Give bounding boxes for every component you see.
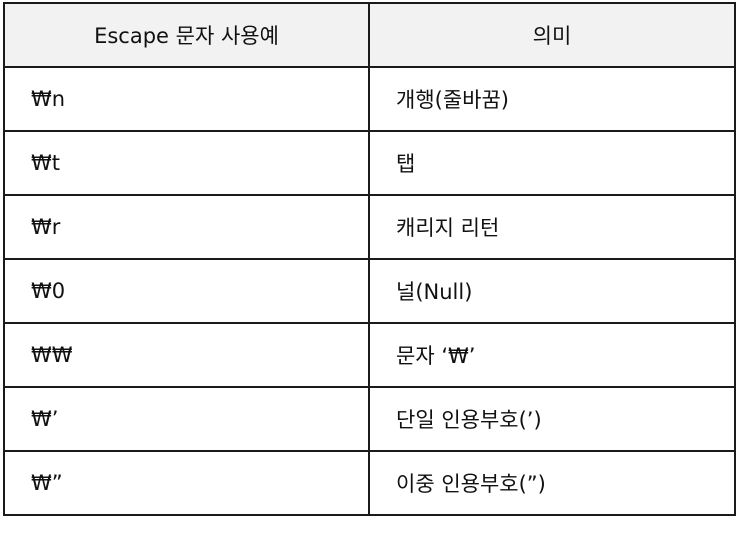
meaning-cell: 이중 인용부호(”) [368, 450, 736, 516]
escape-cell: ₩₩ [3, 322, 370, 388]
meaning-cell: 캐리지 리턴 [368, 194, 736, 260]
escape-cell: ₩0 [3, 258, 370, 324]
table-row: ₩0 널(Null) [3, 258, 736, 324]
escape-char-table-container: Escape 문자 사용예 의미 ₩n 개행(줄바꿈) ₩t 탭 ₩r 캐리지 … [3, 2, 736, 530]
table-body: ₩n 개행(줄바꿈) ₩t 탭 ₩r 캐리지 리턴 ₩0 널(Null) ₩₩ … [3, 66, 736, 516]
table-row: ₩₩ 문자 ‘₩’ [3, 322, 736, 388]
meaning-cell: 단일 인용부호(’) [368, 386, 736, 452]
table-header: Escape 문자 사용예 의미 [3, 2, 736, 68]
meaning-cell: 탭 [368, 130, 736, 196]
escape-char-table: Escape 문자 사용예 의미 ₩n 개행(줄바꿈) ₩t 탭 ₩r 캐리지 … [3, 2, 736, 516]
header-row: Escape 문자 사용예 의미 [3, 2, 736, 68]
escape-cell: ₩t [3, 130, 370, 196]
table-row: ₩t 탭 [3, 130, 736, 196]
table-row: ₩” 이중 인용부호(”) [3, 450, 736, 516]
meaning-cell: 문자 ‘₩’ [368, 322, 736, 388]
header-escape-example: Escape 문자 사용예 [3, 2, 370, 68]
escape-cell: ₩” [3, 450, 370, 516]
meaning-cell: 널(Null) [368, 258, 736, 324]
escape-cell: ₩n [3, 66, 370, 132]
table-row: ₩r 캐리지 리턴 [3, 194, 736, 260]
header-meaning: 의미 [368, 2, 736, 68]
table-row: ₩n 개행(줄바꿈) [3, 66, 736, 132]
escape-cell: ₩r [3, 194, 370, 260]
escape-cell: ₩’ [3, 386, 370, 452]
table-row: ₩’ 단일 인용부호(’) [3, 386, 736, 452]
meaning-cell: 개행(줄바꿈) [368, 66, 736, 132]
